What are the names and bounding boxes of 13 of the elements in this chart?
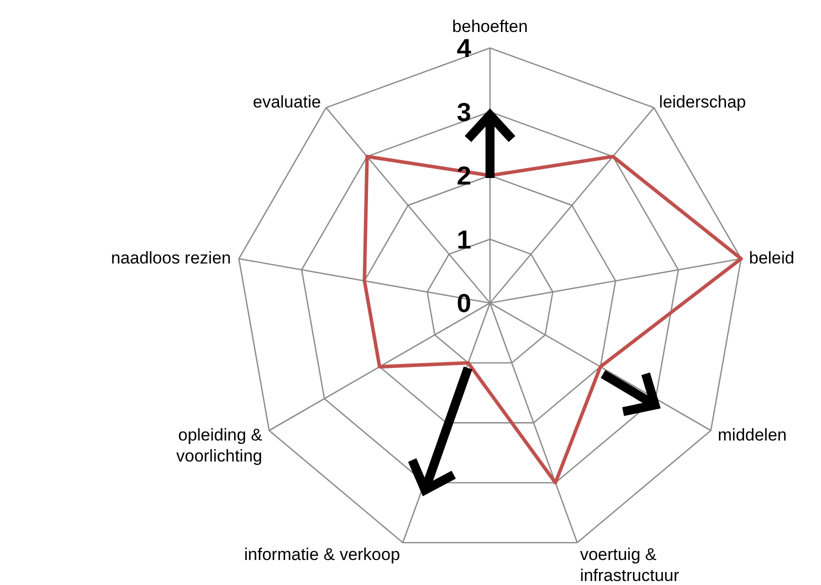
spoke-label: behoeften <box>452 17 528 36</box>
y-tick-label: 3 <box>456 96 472 127</box>
spoke-label: beleid <box>749 248 794 268</box>
spoke-label: voertuig & infrastructuur <box>580 545 680 585</box>
spoke-label: evaluatie <box>252 92 321 112</box>
y-tick-label: 0 <box>456 288 472 318</box>
spoke-label: middelen <box>718 426 787 444</box>
y-tick-label: 1 <box>456 224 472 254</box>
spoke-label: opleiding & voorlichting <box>176 426 263 466</box>
spoke-label: leiderschap <box>659 92 746 112</box>
spoke-label: naadloos rezien <box>110 248 231 268</box>
y-tick-label: 4 <box>456 33 472 63</box>
spoke-label: informatie & verkoop <box>244 545 400 564</box>
